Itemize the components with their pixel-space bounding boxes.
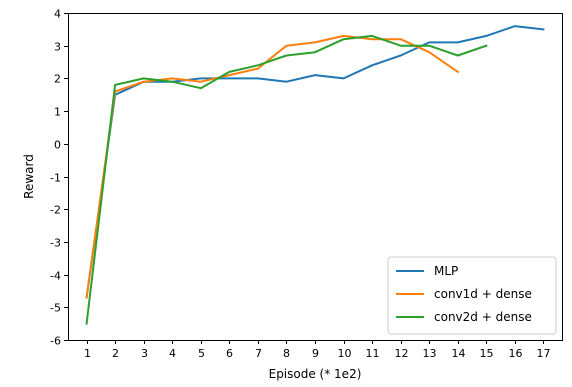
x-tick-label-12: 13 [423,347,437,360]
legend-items: MLP conv1d + dense conv2d + dense [396,264,532,324]
x-tick-label-16: 17 [537,347,551,360]
y-tick-label-10: 4 [54,8,61,21]
legend-label-2: conv2d + dense [434,310,532,324]
y-tick-label-7: 1 [54,106,61,119]
legend-label-1: conv1d + dense [434,287,532,301]
y-tick-label-3: -3 [50,237,61,250]
y-tick-label-0: -6 [50,335,61,348]
series-line-2 [85,34,488,325]
x-tick-label-6: 7 [255,347,262,360]
x-tick-label-8: 9 [312,347,319,360]
x-axis-label: Episode (* 1e2) [269,367,362,381]
x-tick-label-14: 15 [480,347,494,360]
x-tick-label-5: 6 [226,347,233,360]
y-tick-label-5: -1 [50,172,61,185]
x-axis-ticks: 1 2 3 4 5 6 7 8 9 10 11 12 13 14 15 16 17 [84,340,551,360]
plot-frame [68,13,563,341]
x-tick-label-11: 12 [395,347,409,360]
legend-box [387,256,557,335]
legend: MLP conv1d + dense conv2d + dense [387,256,557,335]
x-tick-label-1: 2 [112,347,119,360]
legend-label-0: MLP [434,264,458,278]
plot-layer [85,25,545,325]
x-tick-label-7: 8 [283,347,290,360]
x-tick-label-15: 16 [509,347,523,360]
y-tick-label-1: -5 [50,302,61,315]
x-tick-label-4: 5 [198,347,205,360]
x-tick-label-2: 3 [141,347,148,360]
x-tick-label-9: 10 [338,347,352,360]
y-tick-label-4: -2 [50,204,61,217]
series-line-1 [85,34,460,299]
x-tick-label-13: 14 [452,347,466,360]
y-tick-label-8: 2 [54,73,61,86]
y-axis-label: Reward [22,154,36,199]
y-tick-label-6: 0 [54,139,61,152]
y-tick-label-9: 3 [54,41,61,54]
x-tick-label-3: 4 [169,347,176,360]
y-tick-label-2: -4 [50,270,61,283]
series-line-0 [85,25,545,299]
x-tick-label-10: 11 [366,347,380,360]
y-axis-ticks: -6 -5 -4 -3 -2 -1 0 1 2 3 4 [50,8,68,348]
x-tick-label-0: 1 [84,347,91,360]
